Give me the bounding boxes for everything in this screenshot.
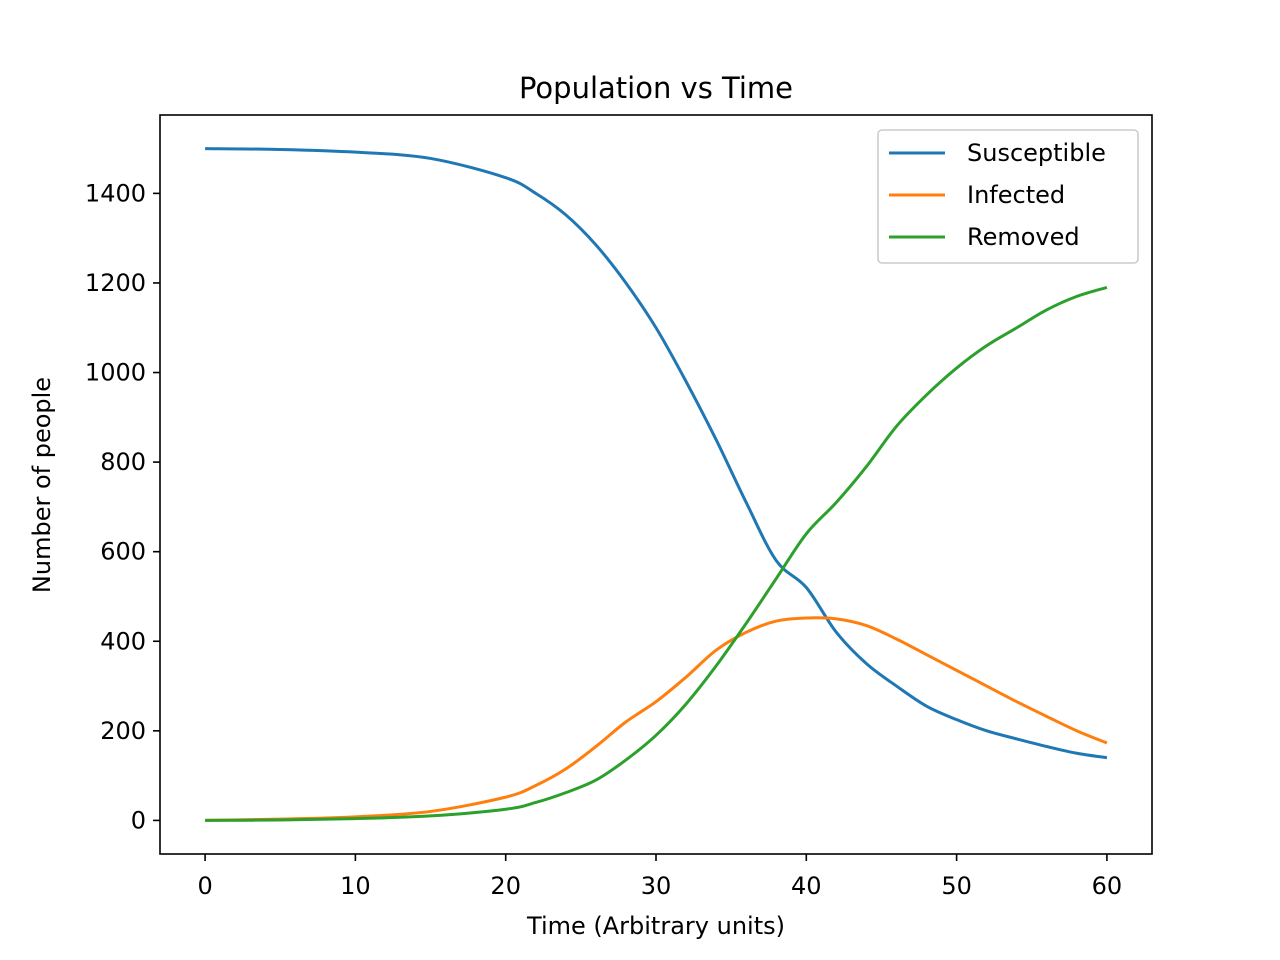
legend: Susceptible Infected Removed <box>877 129 1139 264</box>
y-tick-label: 800 <box>100 448 146 476</box>
plot-frame <box>159 114 1153 855</box>
y-axis: 0 200 400 600 800 1000 1200 1400 <box>85 179 160 834</box>
legend-label-susceptible: Susceptible <box>967 139 1106 167</box>
x-axis-title: Time (Arbitrary units) <box>526 912 785 940</box>
y-tick-label: 600 <box>100 538 146 566</box>
series-line-removed <box>205 285 1108 822</box>
legend-box <box>877 129 1139 264</box>
x-tick-label: 50 <box>941 872 972 900</box>
y-tick-label: 200 <box>100 717 146 745</box>
x-tick-label: 30 <box>641 872 672 900</box>
y-tick-label: 1400 <box>85 179 146 207</box>
legend-label-infected: Infected <box>967 181 1065 209</box>
series-line-infected <box>205 616 1108 822</box>
y-tick-label: 1200 <box>85 269 146 297</box>
x-tick-label: 20 <box>490 872 521 900</box>
x-axis: 0 10 20 30 40 50 60 <box>197 854 1122 900</box>
y-axis-title: Number of people <box>28 377 56 593</box>
x-tick-label: 10 <box>340 872 371 900</box>
x-tick-label: 40 <box>791 872 822 900</box>
legend-label-removed: Removed <box>967 223 1080 251</box>
y-tick-label: 1000 <box>85 359 146 387</box>
y-tick-label: 0 <box>131 806 146 834</box>
series-line-susceptible <box>205 147 1108 760</box>
chart-title: Population vs Time <box>519 71 793 105</box>
x-tick-label: 60 <box>1092 872 1123 900</box>
x-tick-label: 0 <box>197 872 212 900</box>
series-lines <box>205 147 1108 822</box>
y-tick-label: 400 <box>100 627 146 655</box>
